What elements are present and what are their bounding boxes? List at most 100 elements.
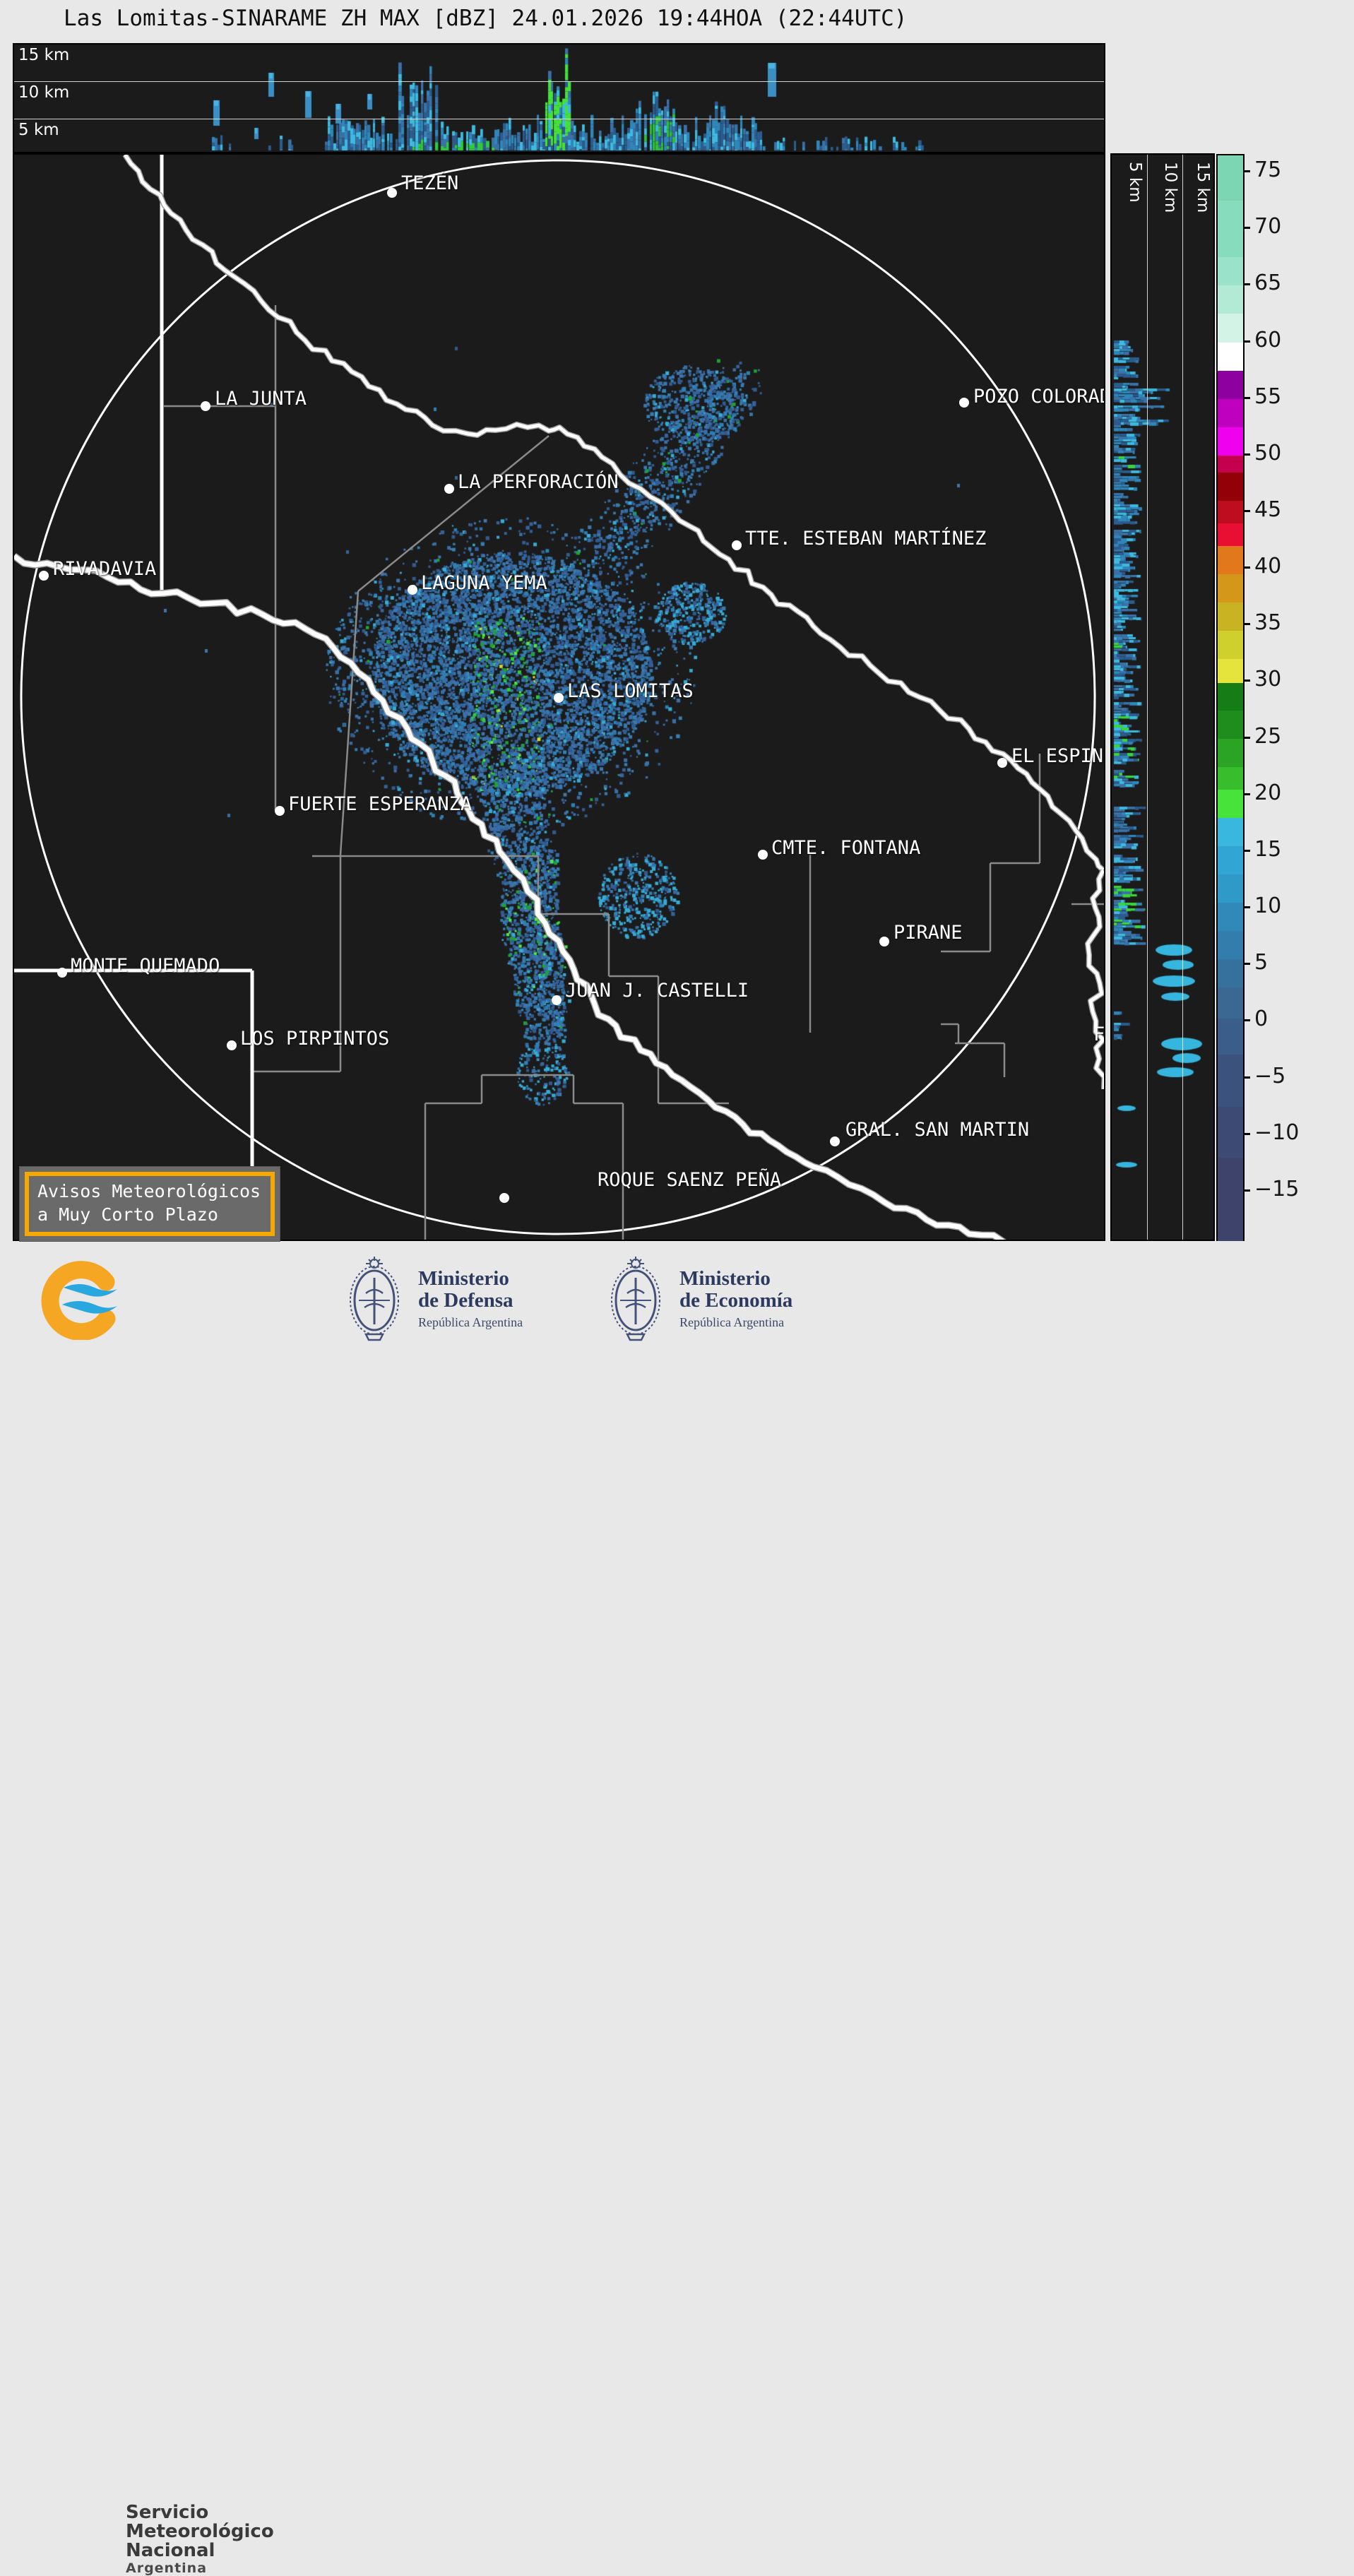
economia-line2: de Economía [679,1289,793,1312]
colorbar-segment [1218,683,1243,711]
smn-line1: Servicio [126,2502,209,2523]
city-label: LAGUNA YEMA [421,572,547,594]
colorbar-segment [1218,574,1243,603]
colorbar-segment [1218,398,1243,428]
river [123,155,1104,872]
city-label: LA PERFORACIÓN [458,471,619,493]
colorbar-tick-mark [1243,793,1250,795]
city-dot [552,995,562,1005]
dbz-colorbar [1216,154,1245,1244]
river-outline [122,155,1104,872]
colorbar-segment [1218,455,1243,473]
colorbar-tick-label: 55 [1254,384,1282,409]
colorbar-tick-label: 75 [1254,158,1282,183]
city-label: TTE. ESTEBAN MARTÍNEZ [745,528,987,550]
colorbar-tick-label: 45 [1254,497,1282,523]
colorbar-tick-label: 25 [1254,723,1282,749]
city-dot [201,401,210,411]
city-label: GRAL. SAN MARTIN [845,1119,1030,1141]
colorbar-tick-label: 0 [1254,1007,1269,1032]
smn-logo-text: Servicio Meteorológico Nacional Argentin… [126,2503,274,2576]
smn-country: Argentina [126,2560,208,2576]
colorbar-segment [1218,1157,1243,1243]
warning-badge-line2: a Muy Corto Plazo [37,1204,218,1225]
colorbar-segment [1218,817,1243,847]
city-label: PIRANE [893,922,963,944]
boundary-line [357,435,550,592]
side-5km-gridline [1147,155,1148,1240]
river-outline [1085,869,1104,1089]
colorbar-tick-mark [1243,623,1250,626]
colorbar-tick-mark [1243,566,1250,569]
side-10km-gridline [1182,155,1183,1240]
city-dot [879,937,889,946]
city-dot [275,806,285,816]
colorbar-segment [1218,631,1243,660]
city-dot [554,693,564,703]
colorbar-segment [1218,257,1243,286]
province-boundaries [14,155,1104,1240]
colorbar-segment [1218,342,1243,372]
colorbar-segment [1218,603,1243,631]
city-dot [57,968,67,978]
footer-bar: Servicio Meteorológico Nacional Argentin… [0,1241,1354,2575]
river [1086,869,1104,1089]
top-cross-section-echoes [14,44,1104,152]
colorbar-segment [1218,1054,1243,1108]
rivers [14,155,1104,1240]
colorbar-segment [1218,789,1243,819]
city-label: LA JUNTA [215,388,307,410]
colorbar-segment [1218,931,1243,960]
colorbar-tick-label: 10 [1254,894,1282,919]
colorbar-tick-mark [1243,1076,1250,1079]
colorbar-tick-mark [1243,736,1250,739]
radar-viewer: Las Lomitas-SINARAME ZH MAX [dBZ] 24.01.… [0,6,1354,2575]
colorbar-segment [1218,546,1243,575]
colorbar-segment [1218,1106,1243,1158]
city-dot [499,1193,509,1203]
colorbar-segment [1218,1018,1243,1055]
colorbar-segment [1218,959,1243,988]
colorbar-segment [1218,201,1243,258]
city-label: POZO COLORADO [973,386,1104,408]
colorbar-segment [1218,370,1243,400]
city-label: LAS LOMITAS [567,680,694,702]
side-5km-label: 5 km [1126,162,1144,203]
colorbar-tick-label: 5 [1254,950,1269,975]
city-label: FUERTE ESPERANZA [288,793,473,815]
colorbar-tick-label: 15 [1254,837,1282,862]
top-10km-gridline [14,81,1104,82]
defensa-line2: de Defensa [418,1289,513,1312]
side-15km-label: 15 km [1194,162,1212,213]
smn-logo-icon [41,1261,117,1340]
colorbar-segment [1218,903,1243,932]
colorbar-segment [1218,659,1243,684]
colorbar-tick-label: 65 [1254,271,1282,296]
colorbar-tick-mark [1243,509,1250,512]
colorbar-tick-label: 20 [1254,780,1282,805]
city-dot [997,758,1007,768]
city-dot [227,1040,237,1050]
defensa-text: Ministerio de Defensa República Argentin… [418,1267,523,1330]
city-dot [387,188,397,198]
warning-badge-frame: Avisos Meteorológicos a Muy Corto Plazo [25,1172,275,1236]
colorbar-segment [1218,987,1243,1019]
colorbar-tick-mark [1243,453,1250,456]
economia-line1: Ministerio [679,1267,771,1290]
colorbar-tick-label: 50 [1254,440,1282,465]
city-dot [444,484,454,494]
colorbar-tick-label: −15 [1254,1176,1300,1201]
top-10km-label: 10 km [18,83,70,102]
top-height-cross-section-panel: 15 km 10 km 5 km [13,43,1105,153]
economia-sub: República Argentina [679,1314,785,1329]
city-dot [830,1136,840,1146]
colorbar-tick-mark [1243,963,1250,966]
city-label: RIVADAVIA [53,558,157,580]
colorbar-segment [1218,710,1243,740]
colorbar-segment [1218,874,1243,903]
city-dot [758,850,768,860]
defensa-crest-icon [350,1257,399,1341]
page-title: Las Lomitas-SINARAME ZH MAX [dBZ] 24.01.… [64,6,908,31]
colorbar-segment [1218,845,1243,875]
colorbar-tick-label: −5 [1254,1063,1286,1088]
